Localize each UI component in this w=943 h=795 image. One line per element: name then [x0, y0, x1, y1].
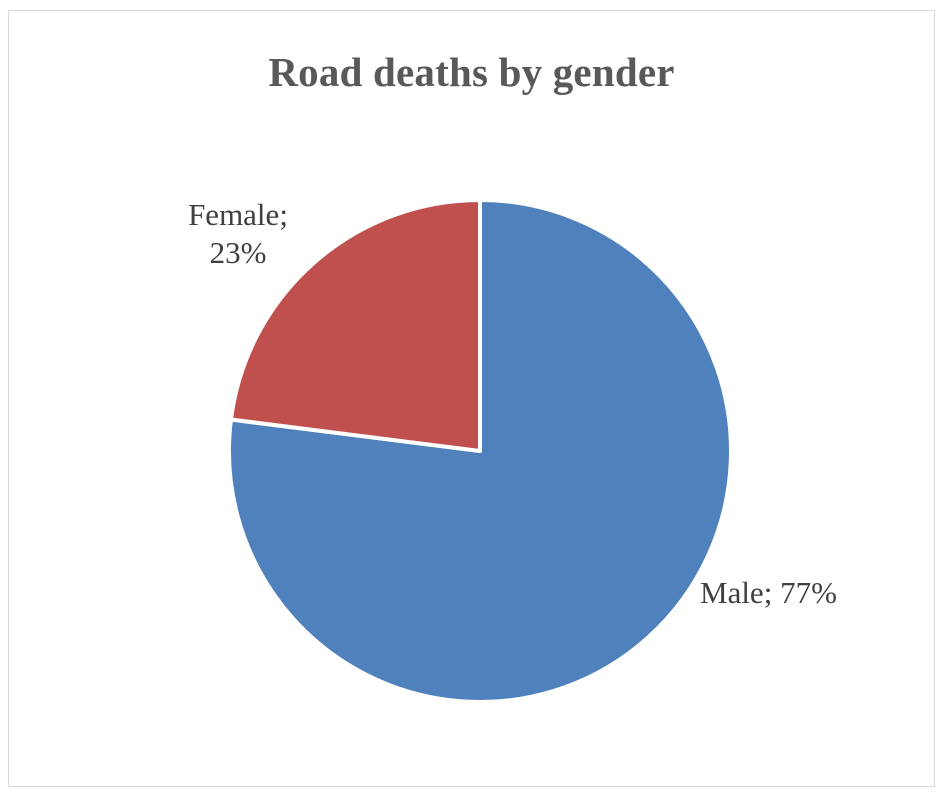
data-label-male: Male; 77% — [700, 575, 837, 610]
data-label-female-name: Female — [188, 197, 280, 232]
data-label-female: Female; 23% — [178, 196, 298, 272]
data-label-male-value: 77% — [780, 575, 837, 610]
chart-title: Road deaths by gender — [268, 49, 675, 95]
data-label-male-name: Male — [700, 575, 764, 610]
pie-slice-female — [228, 198, 482, 453]
data-label-female-value: 23% — [209, 235, 267, 270]
